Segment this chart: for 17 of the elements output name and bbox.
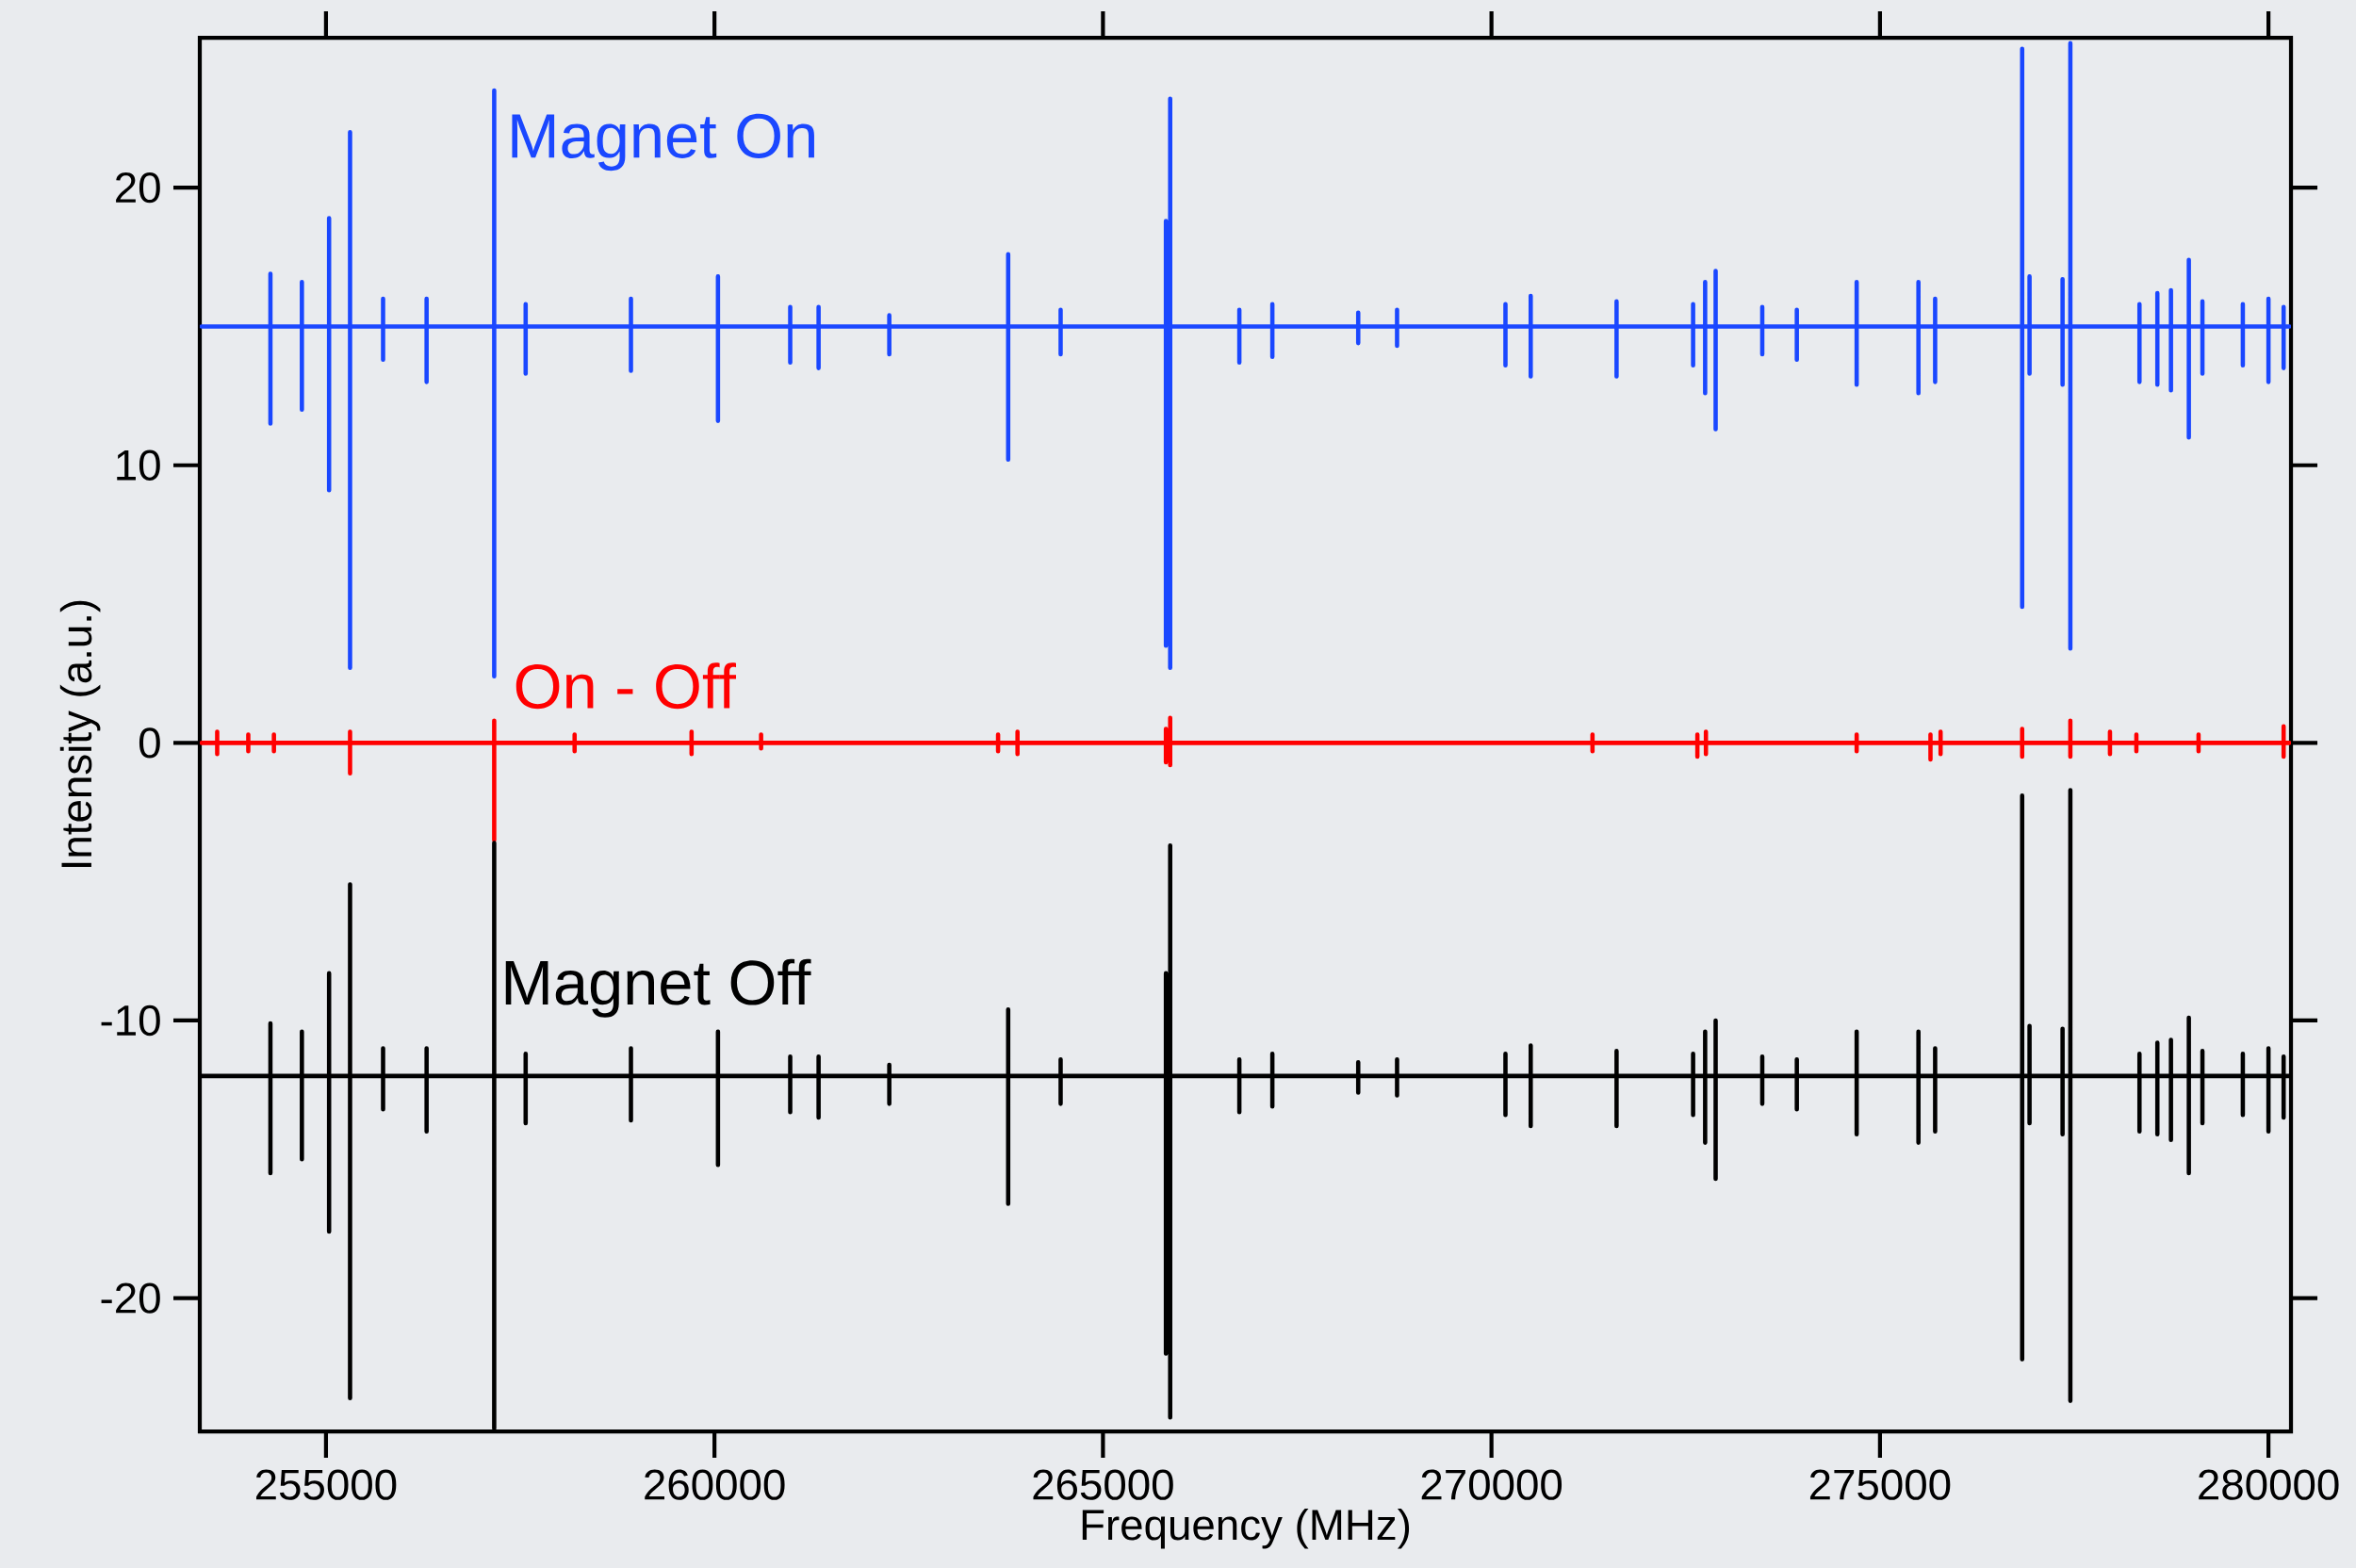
x-tick-label: 255000 — [255, 1469, 397, 1500]
y-tick-label: 10 — [117, 449, 160, 481]
x-tick-label: 275000 — [1809, 1469, 1951, 1500]
x-tick-label: 270000 — [1421, 1469, 1562, 1500]
x-tick-label: 265000 — [1033, 1469, 1173, 1500]
series-label: Magnet On — [512, 113, 814, 172]
y-tick-label: -20 — [101, 1282, 160, 1314]
x-axis-title: Frequency (MHz) — [1082, 1508, 1410, 1549]
y-tick-label: -10 — [101, 1004, 160, 1037]
series-label: Magnet Off — [505, 958, 811, 1018]
x-tick-label: 280000 — [2199, 1469, 2339, 1500]
x-tick-label: 260000 — [645, 1469, 785, 1500]
series-label: On - Off — [515, 662, 737, 710]
y-axis-title: Intensity (a.u.) — [59, 600, 101, 868]
y-tick-label: 0 — [139, 727, 160, 759]
y-tick-label: 20 — [116, 172, 160, 204]
line-series — [200, 715, 2292, 842]
